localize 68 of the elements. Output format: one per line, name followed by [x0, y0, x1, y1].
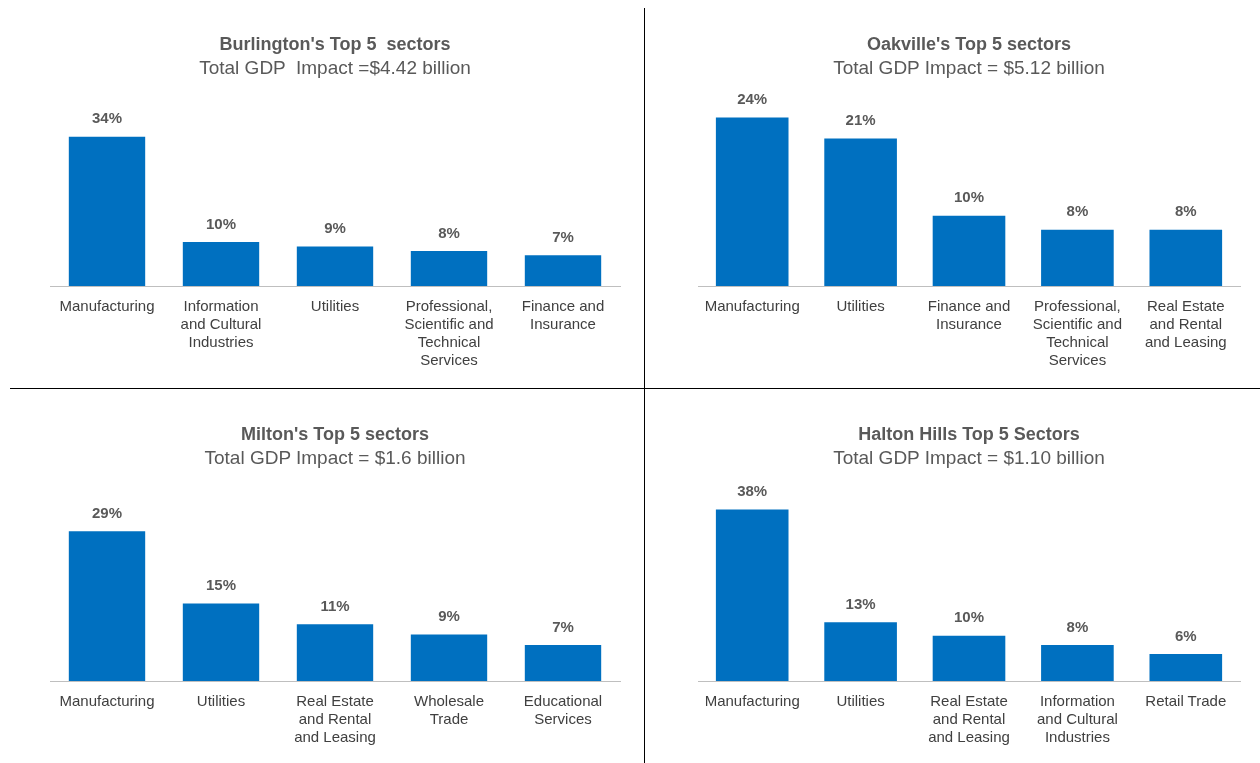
x-tick-label: Utilities: [196, 692, 246, 710]
data-label: 34%: [91, 109, 123, 127]
bar: [824, 138, 897, 286]
x-tick-label: Manufacturing: [704, 297, 800, 315]
x-tick-label: Manufacturing: [59, 297, 155, 315]
chart-title: Oakville's Top 5 sectors: [866, 33, 1072, 54]
x-tick-label: Educational Services: [523, 692, 603, 728]
bar: [296, 246, 374, 286]
data-label: 10%: [205, 214, 237, 232]
data-label: 6%: [1174, 626, 1197, 644]
data-label: 7%: [552, 227, 574, 245]
x-tick-label: Information and Cultural Industries: [1036, 692, 1118, 746]
data-label: 9%: [438, 607, 460, 625]
bar: [1149, 653, 1223, 681]
data-label: 8%: [1066, 617, 1089, 635]
bar: [68, 136, 146, 286]
data-label: 10%: [953, 608, 985, 626]
data-label: 21%: [845, 111, 876, 129]
data-label: 9%: [324, 219, 346, 237]
bar: [715, 509, 789, 681]
bar: [296, 624, 374, 681]
data-label: 11%: [320, 596, 350, 614]
data-label: 29%: [91, 504, 123, 521]
chart-subtitle: Total GDP Impact = $1.6 billion: [204, 447, 466, 469]
data-label: 8%: [438, 223, 460, 241]
bar: [715, 117, 789, 286]
x-tick-label: Utilities: [310, 297, 360, 315]
bar: [932, 635, 1006, 681]
chart-title: Halton Hills Top 5 Sectors: [858, 423, 1080, 444]
data-label: 8%: [1174, 202, 1197, 220]
bar: [410, 250, 488, 286]
x-tick-label: Professional, Scientific and Technical Services: [404, 297, 494, 369]
x-tick-label: Finance and Insurance: [521, 297, 605, 333]
x-tick-label: Retail Trade: [1145, 692, 1227, 710]
x-tick-label: Utilities: [836, 692, 885, 710]
data-label: 15%: [205, 576, 237, 594]
data-label: 24%: [737, 90, 768, 108]
chart-title: Burlington's Top 5 sectors: [219, 33, 451, 54]
data-label: 10%: [953, 188, 985, 206]
chart-subtitle: Total GDP Impact = $1.10 billion: [833, 447, 1105, 469]
x-tick-label: Manufacturing: [59, 692, 155, 710]
bar: [1149, 229, 1223, 286]
data-label: 7%: [552, 617, 574, 635]
x-tick-label: Information and Cultural Industries: [180, 297, 262, 351]
bar: [524, 255, 602, 286]
bar: [182, 603, 260, 681]
bar: [68, 531, 146, 681]
x-tick-label: Finance and Insurance: [927, 297, 1011, 333]
chart-title: Milton's Top 5 sectors: [241, 423, 429, 444]
x-tick-label: Utilities: [836, 297, 885, 315]
bar: [1041, 644, 1114, 681]
data-label: 38%: [737, 482, 768, 500]
x-tick-label: Real Estate and Rental and Leasing: [1144, 297, 1227, 351]
x-tick-label: Real Estate and Rental and Leasing: [928, 692, 1010, 746]
x-tick-label: Professional, Scientific and Technical Services: [1032, 297, 1123, 369]
bar: [824, 622, 897, 681]
chart-subtitle: Total GDP Impact = $5.12 billion: [833, 57, 1105, 79]
x-tick-label: Wholesale Trade: [413, 692, 485, 728]
chart-subtitle: Total GDP Impact =$4.42 billion: [199, 57, 471, 79]
bar: [410, 634, 488, 681]
bar: [524, 644, 602, 681]
bar: [1041, 229, 1114, 286]
data-label: 8%: [1066, 202, 1089, 220]
x-tick-label: Real Estate and Rental and Leasing: [294, 692, 376, 746]
data-label: 13%: [845, 594, 876, 612]
bar: [182, 242, 260, 286]
x-tick-label: Manufacturing: [704, 692, 800, 710]
bar: [932, 215, 1006, 286]
